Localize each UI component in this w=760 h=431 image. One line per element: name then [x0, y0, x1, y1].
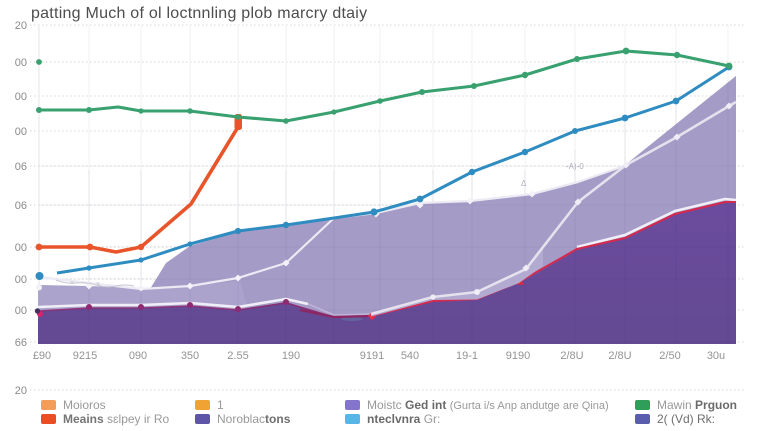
svg-text:2/8U: 2/8U — [608, 350, 631, 362]
svg-text:090: 090 — [129, 350, 147, 362]
svg-text:×: × — [96, 281, 100, 288]
svg-text:00: 00 — [15, 274, 27, 286]
svg-text:9215: 9215 — [73, 350, 97, 362]
svg-text:nteclvnra Gr:: nteclvnra Gr: — [367, 412, 440, 426]
svg-text:9191: 9191 — [360, 350, 384, 362]
svg-text:66: 66 — [15, 337, 27, 349]
svg-text:30u: 30u — [707, 350, 725, 362]
svg-text:00: 00 — [15, 305, 27, 317]
svg-text:00: 00 — [15, 242, 27, 254]
svg-text:06: 06 — [15, 161, 27, 173]
svg-text:×: × — [70, 280, 74, 287]
svg-text:2/8U: 2/8U — [560, 350, 583, 362]
svg-text:£90: £90 — [33, 350, 51, 362]
svg-text:20: 20 — [15, 20, 27, 32]
svg-text:540: 540 — [401, 350, 419, 362]
svg-text:Mawin Prguon: Mawin Prguon — [657, 398, 737, 412]
svg-text:Δ: Δ — [521, 179, 527, 188]
svg-text:1: 1 — [217, 398, 224, 412]
svg-text:06: 06 — [15, 200, 27, 212]
svg-text:00: 00 — [15, 57, 27, 69]
svg-text:Moistc Ged int (Gurta i/s Anр: Moistc Ged int (Gurta i/s Anр andutge ar… — [367, 398, 609, 412]
svg-text:350: 350 — [181, 350, 199, 362]
svg-text:patting Much of ol loctnnling: patting Much of ol loctnnling plob marcr… — [31, 5, 367, 22]
svg-text:Noroblactons: Noroblactons — [217, 412, 291, 426]
svg-text:19-1: 19-1 — [456, 350, 478, 362]
svg-text:2/50: 2/50 — [659, 350, 680, 362]
svg-text:2.55: 2.55 — [227, 350, 248, 362]
svg-text:9190: 9190 — [506, 350, 530, 362]
svg-text:Moioros: Moioros — [63, 398, 106, 412]
svg-text:190: 190 — [282, 350, 300, 362]
svg-text:20: 20 — [15, 385, 27, 397]
svg-text:2( (Vd) Rk:: 2( (Vd) Rk: — [657, 412, 715, 426]
svg-text:00: 00 — [15, 91, 27, 103]
svg-text:Meains sɛlpey ir Ro: Meains sɛlpey ir Ro — [63, 412, 170, 426]
svg-text:-A)-0: -A)-0 — [566, 162, 584, 171]
svg-text:00: 00 — [15, 126, 27, 138]
